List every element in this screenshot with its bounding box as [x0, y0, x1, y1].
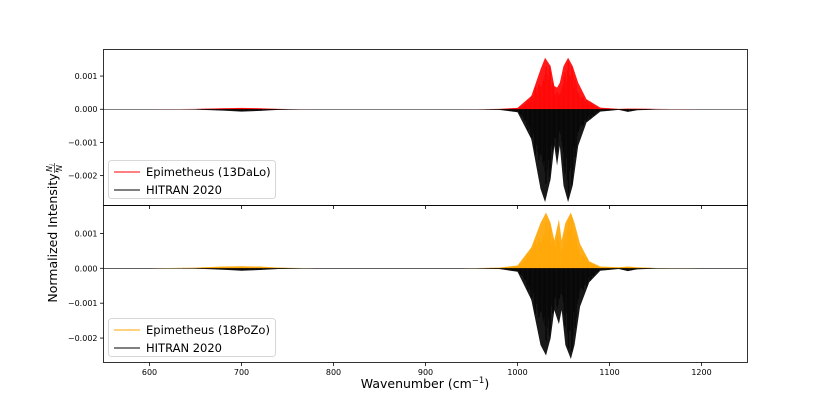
bottom-legend-label-1: Epimetheus (18PoZo)	[146, 323, 270, 337]
bottom-plot-area	[103, 212, 748, 360]
y-axis-label: Normalized Intensity, Ni N	[45, 163, 64, 303]
top-series-2	[103, 109, 748, 203]
top-y-tick-label: −0.001	[68, 138, 98, 147]
bottom-series-1	[103, 212, 748, 269]
top-series-1	[103, 57, 748, 110]
bottom-panel: −0.002 −0.001 0.000 0.001 Epimetheus (18PoZ…	[68, 205, 748, 363]
top-y-tick-label: 0.001	[75, 72, 98, 81]
top-y-ticks: −0.002 −0.001 0.000 0.001	[68, 72, 104, 181]
top-series-2-sticks	[150, 109, 701, 199]
bottom-y-tick-label: −0.002	[68, 334, 98, 343]
top-series-1-envelope	[103, 57, 748, 110]
y-axis-label-text: Normalized Intensity,	[45, 169, 60, 302]
bottom-series-1-envelope	[103, 212, 748, 269]
x-tick-label: 800	[326, 368, 341, 377]
bottom-y-tick-label: 0.001	[75, 229, 98, 238]
x-tick-label: 1000	[507, 368, 527, 377]
top-series-1-sticks	[152, 60, 700, 110]
x-tick-label: 1100	[599, 368, 619, 377]
bottom-legend-box	[108, 318, 276, 357]
bottom-series-2-sticks	[150, 268, 700, 352]
bottom-y-tick-label: −0.001	[68, 299, 98, 308]
x-axis-label: Wavenumber (cm−1)	[361, 376, 489, 391]
bottom-legend: Epimetheus (18PoZo) HITRAN 2020	[108, 318, 276, 357]
top-legend: Epimetheus (13DaLo) HITRAN 2020	[108, 160, 276, 199]
x-tick-label: 700	[234, 368, 249, 377]
top-y-tick-label: 0.000	[75, 105, 98, 114]
x-tick-label: 1200	[691, 368, 711, 377]
x-tick-label: 600	[142, 368, 157, 377]
top-legend-label-2: HITRAN 2020	[146, 183, 222, 197]
top-plot-area	[103, 57, 748, 203]
top-y-tick-label: −0.002	[68, 172, 98, 181]
x-tick-label: 900	[418, 368, 433, 377]
top-legend-label-1: Epimetheus (13DaLo)	[146, 165, 271, 179]
y-axis-label-frac-num: Ni	[45, 164, 56, 172]
top-panel: −0.002 −0.001 0.000 0.001 Epimetheus (13DaL…	[68, 49, 748, 206]
bottom-series-2	[103, 268, 748, 360]
bottom-legend-label-2: HITRAN 2020	[146, 341, 222, 355]
bottom-y-tick-label: 0.000	[75, 264, 98, 273]
bottom-series-1-sticks	[149, 217, 700, 269]
bottom-y-ticks: −0.002 −0.001 0.000 0.001	[68, 229, 104, 343]
x-ticks: 600 700 800 900 1000 1100 1200	[142, 205, 712, 377]
y-axis-label-frac-den: N	[55, 165, 64, 171]
top-legend-box	[108, 160, 276, 199]
